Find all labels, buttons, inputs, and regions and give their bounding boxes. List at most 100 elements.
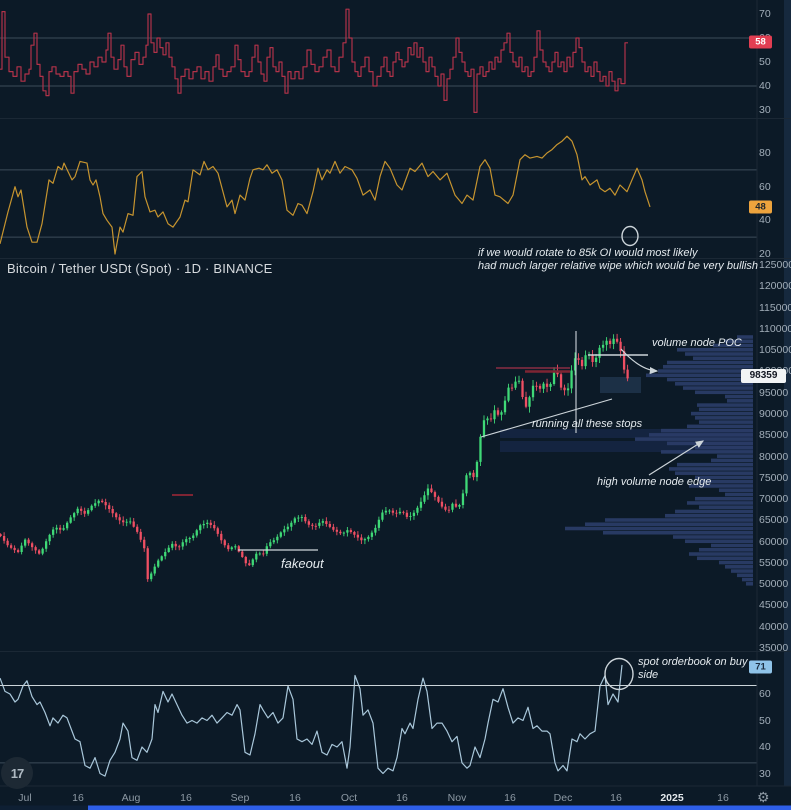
volume-profile-bar	[746, 582, 753, 586]
pane1-last-value-badge: 58	[749, 35, 772, 49]
last-price-badge: 98359	[741, 369, 786, 383]
price-tick-110000: 110000	[759, 322, 791, 335]
pane4-spot-orderbook-oscillator	[0, 664, 623, 777]
pane4-tick-40: 40	[759, 741, 771, 753]
bottom-range-bar-dim	[0, 805, 88, 810]
time-label-1: 16	[72, 792, 84, 804]
poc-arrow[interactable]	[620, 348, 659, 375]
volume-band-1	[500, 441, 753, 452]
tradingview-logo[interactable]: 17	[1, 757, 33, 789]
volume-profile-bar	[667, 360, 753, 365]
pane1-tick-40: 40	[759, 80, 771, 92]
oi-circle[interactable]	[621, 225, 639, 247]
pane2-tick-80: 80	[759, 147, 771, 159]
volume-profile-bar	[687, 424, 753, 429]
volume-profile-bar	[713, 343, 753, 348]
volume-profile-bar	[665, 513, 753, 518]
volume-profile-bar	[731, 569, 753, 573]
annotation-fakeout[interactable]: fakeout	[281, 556, 324, 571]
time-label-10: Dec	[553, 792, 573, 804]
candles-up-wicks	[21, 334, 615, 582]
volume-profile-bar	[649, 433, 753, 437]
time-label-2: Aug	[121, 792, 141, 804]
volume-profile-bar	[658, 369, 753, 373]
volume-profile-bar	[675, 471, 753, 475]
pane2-tick-20: 20	[759, 248, 771, 260]
pane1-tick-30: 30	[759, 104, 771, 116]
price-tick-115000: 115000	[759, 301, 791, 314]
volume-profile-bar	[719, 560, 753, 565]
price-tick-70000: 70000	[759, 493, 789, 506]
volume-profile-bar	[711, 458, 753, 463]
volume-profile-bar	[699, 420, 753, 424]
pane4-tick-30: 30	[759, 767, 771, 780]
volume-profile-bar	[661, 450, 753, 454]
volume-band-0	[500, 429, 753, 438]
annotation-stops[interactable]: running all these stops	[532, 418, 643, 430]
volume-profile-bar	[697, 556, 753, 561]
annotation-poc[interactable]: volume node POC	[652, 337, 742, 349]
bottom-range-bar	[88, 805, 791, 810]
pane2-tick-60: 60	[759, 180, 771, 193]
gear-icon[interactable]: ⚙	[757, 789, 770, 805]
volume-profile-bar	[689, 484, 753, 488]
volume-profile-bar	[565, 526, 753, 531]
time-label-3: 16	[180, 792, 192, 804]
volume-profile-bar	[673, 535, 753, 539]
volume-profile-bar	[699, 479, 753, 484]
annotation-hvn[interactable]: high volume node edge	[597, 476, 712, 488]
time-label-11: 16	[610, 792, 622, 804]
time-label-12: 2025	[660, 792, 684, 804]
volume-profile-bar	[685, 352, 753, 356]
price-tick-90000: 90000	[759, 407, 789, 420]
volume-profile-bar	[699, 407, 753, 412]
price-tick-40000: 40000	[759, 620, 789, 633]
annotation-orderbook-line2: side	[638, 669, 659, 681]
volume-profile-bar	[711, 543, 753, 548]
price-tick-75000: 75000	[759, 471, 789, 484]
volume-profile-bar	[725, 339, 753, 344]
volume-profile-bar	[697, 403, 753, 407]
volume-profile-bar	[646, 373, 753, 378]
annotation-orderbook[interactable]: spot orderbook on buy side	[638, 656, 747, 682]
volume-profile-bar	[695, 496, 753, 501]
volume-profile-bar	[667, 377, 753, 382]
price-tick-35000: 35000	[759, 642, 789, 654]
volume-profile-bar	[737, 573, 753, 578]
volume-profile-bar	[683, 386, 753, 390]
pane4-last-value-badge: 71	[749, 660, 772, 674]
volume-profile-bar	[737, 335, 753, 339]
trendline[interactable]	[480, 398, 613, 438]
price-tick-105000: 105000	[759, 344, 791, 357]
orderbook-circle[interactable]	[604, 657, 634, 691]
volume-profile-bar	[695, 390, 753, 395]
price-tick-95000: 95000	[759, 386, 789, 399]
time-label-9: 16	[504, 792, 516, 804]
volume-profile-bar	[685, 539, 753, 544]
pane4-tick-60: 60	[759, 688, 771, 700]
volume-profile-bar	[719, 488, 753, 492]
price-tick-125000: 125000	[759, 259, 791, 271]
volume-profile-bar	[605, 518, 753, 522]
pane1-step-oscillator	[0, 8, 628, 113]
time-label-6: Oct	[340, 792, 358, 804]
pane2-last-value-badge: 48	[749, 200, 772, 214]
annotation-oi-note[interactable]: if we would rotate to 85k OI would most …	[478, 247, 758, 273]
pane4-tick-50: 50	[759, 714, 771, 727]
volume-profile-bar	[677, 347, 753, 352]
hvn-arrow[interactable]	[648, 440, 705, 476]
volume-profile-bar	[695, 416, 753, 420]
pane2-tick-40: 40	[759, 214, 771, 227]
time-label-13: 16	[717, 792, 729, 804]
volume-profile-bar	[717, 454, 753, 458]
volume-profile-bar	[691, 411, 753, 416]
volume-profile-bar	[687, 501, 753, 505]
symbol-title[interactable]: Bitcoin / Tether USDt (Spot) · 1D · BINA…	[7, 261, 273, 276]
time-label-7: 16	[396, 792, 408, 804]
price-tick-120000: 120000	[759, 280, 791, 293]
annotation-orderbook-line1: spot orderbook on buy	[638, 656, 748, 668]
volume-profile-bar	[725, 492, 753, 497]
volume-profile-bar	[669, 467, 753, 471]
volume-profile-bar	[661, 428, 753, 433]
